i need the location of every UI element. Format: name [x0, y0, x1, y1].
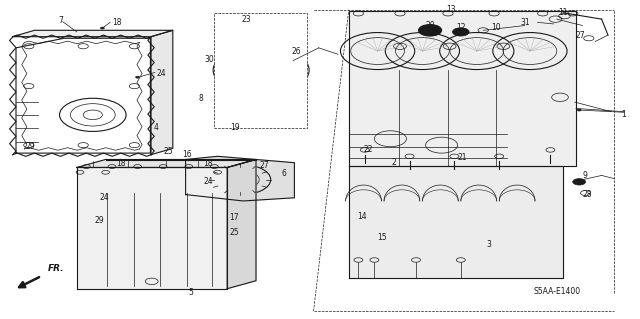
Text: 13: 13	[446, 5, 456, 14]
Text: 20: 20	[425, 21, 435, 30]
Text: 30: 30	[205, 55, 214, 63]
Text: 17: 17	[229, 213, 239, 222]
Text: 29: 29	[95, 216, 104, 225]
Polygon shape	[349, 166, 563, 278]
Text: S5AA-E1400: S5AA-E1400	[533, 287, 580, 296]
Text: 15: 15	[378, 233, 387, 242]
Text: 29: 29	[26, 142, 35, 151]
Text: 25: 25	[229, 228, 239, 237]
Text: 8: 8	[198, 94, 203, 103]
Circle shape	[100, 27, 104, 29]
Text: 27: 27	[259, 161, 269, 170]
Text: 27: 27	[576, 31, 586, 40]
Text: 9: 9	[582, 171, 588, 180]
Circle shape	[136, 76, 140, 78]
Text: 1: 1	[621, 110, 626, 119]
Text: 18: 18	[112, 18, 122, 27]
Polygon shape	[151, 30, 173, 155]
Text: 16: 16	[182, 150, 192, 159]
Circle shape	[573, 179, 586, 185]
Text: 23: 23	[241, 15, 252, 24]
Text: 28: 28	[582, 190, 592, 199]
Polygon shape	[16, 38, 150, 153]
Text: FR.: FR.	[48, 264, 65, 273]
Text: 22: 22	[364, 145, 373, 154]
Polygon shape	[77, 167, 227, 289]
Polygon shape	[13, 30, 173, 37]
Text: 5: 5	[188, 288, 193, 297]
Circle shape	[577, 109, 581, 111]
Text: 18: 18	[204, 159, 213, 168]
Polygon shape	[186, 156, 294, 201]
Text: 24: 24	[204, 177, 213, 186]
Text: 24: 24	[99, 193, 109, 202]
Text: 6: 6	[282, 169, 287, 178]
Text: 3: 3	[486, 240, 492, 249]
Bar	[214, 13, 307, 128]
Circle shape	[419, 25, 442, 36]
Text: 25: 25	[163, 147, 173, 156]
Text: 11: 11	[559, 8, 568, 17]
Polygon shape	[77, 160, 256, 167]
Text: 2: 2	[391, 158, 396, 167]
Text: 18: 18	[116, 159, 126, 168]
Text: 12: 12	[456, 23, 465, 32]
Text: 26: 26	[291, 47, 301, 56]
Text: 4: 4	[154, 123, 159, 132]
Text: 21: 21	[458, 153, 467, 162]
Text: 10: 10	[491, 23, 501, 32]
Polygon shape	[227, 160, 256, 289]
Polygon shape	[13, 37, 151, 155]
Circle shape	[452, 28, 469, 36]
Text: 24: 24	[157, 69, 166, 78]
Text: 14: 14	[357, 212, 367, 221]
Polygon shape	[349, 11, 576, 166]
Text: 7: 7	[58, 16, 63, 25]
Text: 31: 31	[520, 18, 530, 27]
Text: 19: 19	[230, 123, 240, 132]
